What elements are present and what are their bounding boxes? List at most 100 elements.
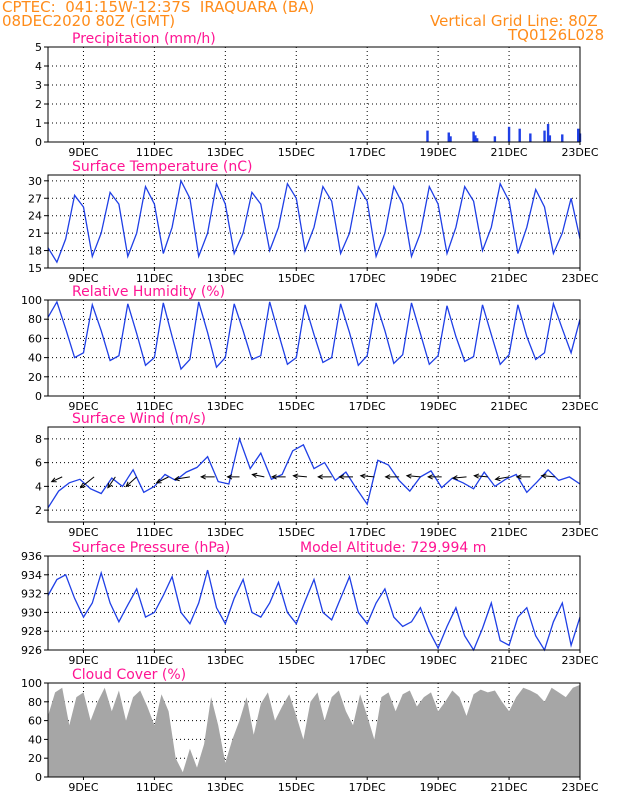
y-tick-label: 2 (35, 504, 42, 517)
y-tick-label: 27 (28, 192, 42, 205)
panel-frame (47, 46, 581, 143)
wind-arrow-head (200, 474, 206, 480)
panel-title: Cloud Cover (%) (72, 667, 186, 683)
x-tick-label: 9DEC (68, 272, 98, 285)
wind-arrow-head (473, 473, 480, 479)
wind-arrow-head (359, 473, 366, 479)
x-tick-label: 19DEC (420, 146, 457, 159)
x-tick-label: 9DEC (68, 781, 98, 794)
precip-bar (449, 136, 452, 142)
precip-bar (548, 135, 552, 142)
x-tick-label: 15DEC (278, 146, 315, 159)
y-tick-label: 5 (35, 41, 42, 54)
cloud-cover-area (48, 684, 580, 777)
x-tick-label: 15DEC (278, 781, 315, 794)
precip-bar (529, 133, 532, 142)
y-tick-label: 2 (35, 98, 42, 111)
wind-arrow-head (338, 474, 345, 480)
y-tick-label: 4 (35, 60, 42, 73)
wind-arrow (474, 475, 488, 478)
wind-arrow (107, 476, 116, 488)
header-date: 08DEC2020 80Z (GMT) (2, 12, 176, 30)
header-model-id: TQ0126L028 (508, 26, 605, 44)
x-tick-label: 17DEC (349, 781, 386, 794)
precip-bar (546, 123, 550, 142)
panel-title: Precipitation (mm/h) (72, 31, 216, 47)
y-tick-label: 926 (21, 644, 42, 657)
wind-arrow-head (107, 482, 113, 489)
y-tick-label: 21 (28, 227, 42, 240)
x-tick-label: 9DEC (68, 526, 98, 539)
x-tick-label: 11DEC (136, 654, 173, 667)
y-tick-label: 928 (21, 625, 42, 638)
precip-bar (426, 130, 429, 142)
y-tick-label: 1 (35, 117, 42, 130)
panel-title: Surface Pressure (hPa) (72, 540, 230, 556)
y-tick-label: 936 (21, 550, 42, 563)
x-tick-label: 21DEC (491, 400, 528, 413)
x-tick-label: 17DEC (349, 526, 386, 539)
x-tick-label: 23DEC (561, 781, 598, 794)
y-tick-label: 100 (21, 294, 42, 307)
precip-bar (474, 135, 477, 142)
wind-arrow-head (384, 474, 391, 480)
x-tick-label: 11DEC (136, 400, 173, 413)
wind-arrow (406, 475, 421, 478)
x-tick-label: 19DEC (420, 654, 457, 667)
x-tick-label: 21DEC (491, 526, 528, 539)
wind-arrow-head (405, 473, 412, 479)
y-tick-label: 40 (28, 352, 42, 365)
series-line (47, 178, 581, 264)
y-tick-label: 8 (35, 433, 42, 446)
header-vertical-grid: Vertical Grid Line: 80Z (430, 12, 598, 30)
wind-arrow (125, 476, 138, 487)
x-tick-label: 17DEC (349, 146, 386, 159)
series-line (47, 436, 581, 509)
x-tick-label: 17DEC (349, 400, 386, 413)
precip-bar (577, 128, 580, 142)
y-tick-label: 6 (35, 457, 42, 470)
panel-frame (47, 299, 581, 397)
panel-frame (47, 682, 581, 778)
x-tick-label: 19DEC (420, 526, 457, 539)
y-tick-label: 934 (21, 569, 42, 582)
x-tick-label: 21DEC (491, 654, 528, 667)
y-tick-label: 60 (28, 332, 42, 345)
y-tick-label: 30 (28, 175, 42, 188)
wind-arrow-head (292, 473, 299, 479)
x-tick-label: 21DEC (491, 272, 528, 285)
wind-arrow (80, 476, 95, 489)
model-altitude-annotation: Model Altitude: 729.994 m (300, 540, 486, 556)
y-tick-label: 932 (21, 588, 42, 601)
x-tick-label: 11DEC (136, 781, 173, 794)
series-line (47, 300, 581, 371)
x-tick-label: 21DEC (491, 781, 528, 794)
x-tick-label: 15DEC (278, 654, 315, 667)
x-tick-label: 23DEC (561, 400, 598, 413)
x-tick-label: 13DEC (207, 146, 244, 159)
wind-arrow (360, 475, 375, 478)
wind-arrow (541, 475, 556, 478)
x-tick-label: 17DEC (349, 654, 386, 667)
wind-arrow (174, 476, 190, 480)
x-tick-label: 13DEC (207, 781, 244, 794)
x-tick-label: 15DEC (278, 526, 315, 539)
y-tick-label: 4 (35, 480, 42, 493)
wind-arrow-head (494, 475, 501, 482)
y-tick-label: 80 (28, 696, 42, 709)
x-tick-label: 9DEC (68, 400, 98, 413)
x-tick-label: 15DEC (278, 272, 315, 285)
y-tick-label: 15 (28, 262, 42, 275)
x-tick-label: 11DEC (136, 272, 173, 285)
wind-arrow-head (155, 478, 162, 484)
wind-arrow-head (173, 476, 180, 482)
panel-frame (47, 555, 581, 651)
y-tick-label: 60 (28, 715, 42, 728)
y-tick-label: 24 (28, 210, 42, 223)
wind-arrow-head (251, 472, 258, 478)
wind-arrow (156, 476, 169, 484)
wind-arrow-head (226, 474, 233, 480)
wind-arrow-head (270, 474, 277, 480)
x-tick-label: 13DEC (207, 400, 244, 413)
